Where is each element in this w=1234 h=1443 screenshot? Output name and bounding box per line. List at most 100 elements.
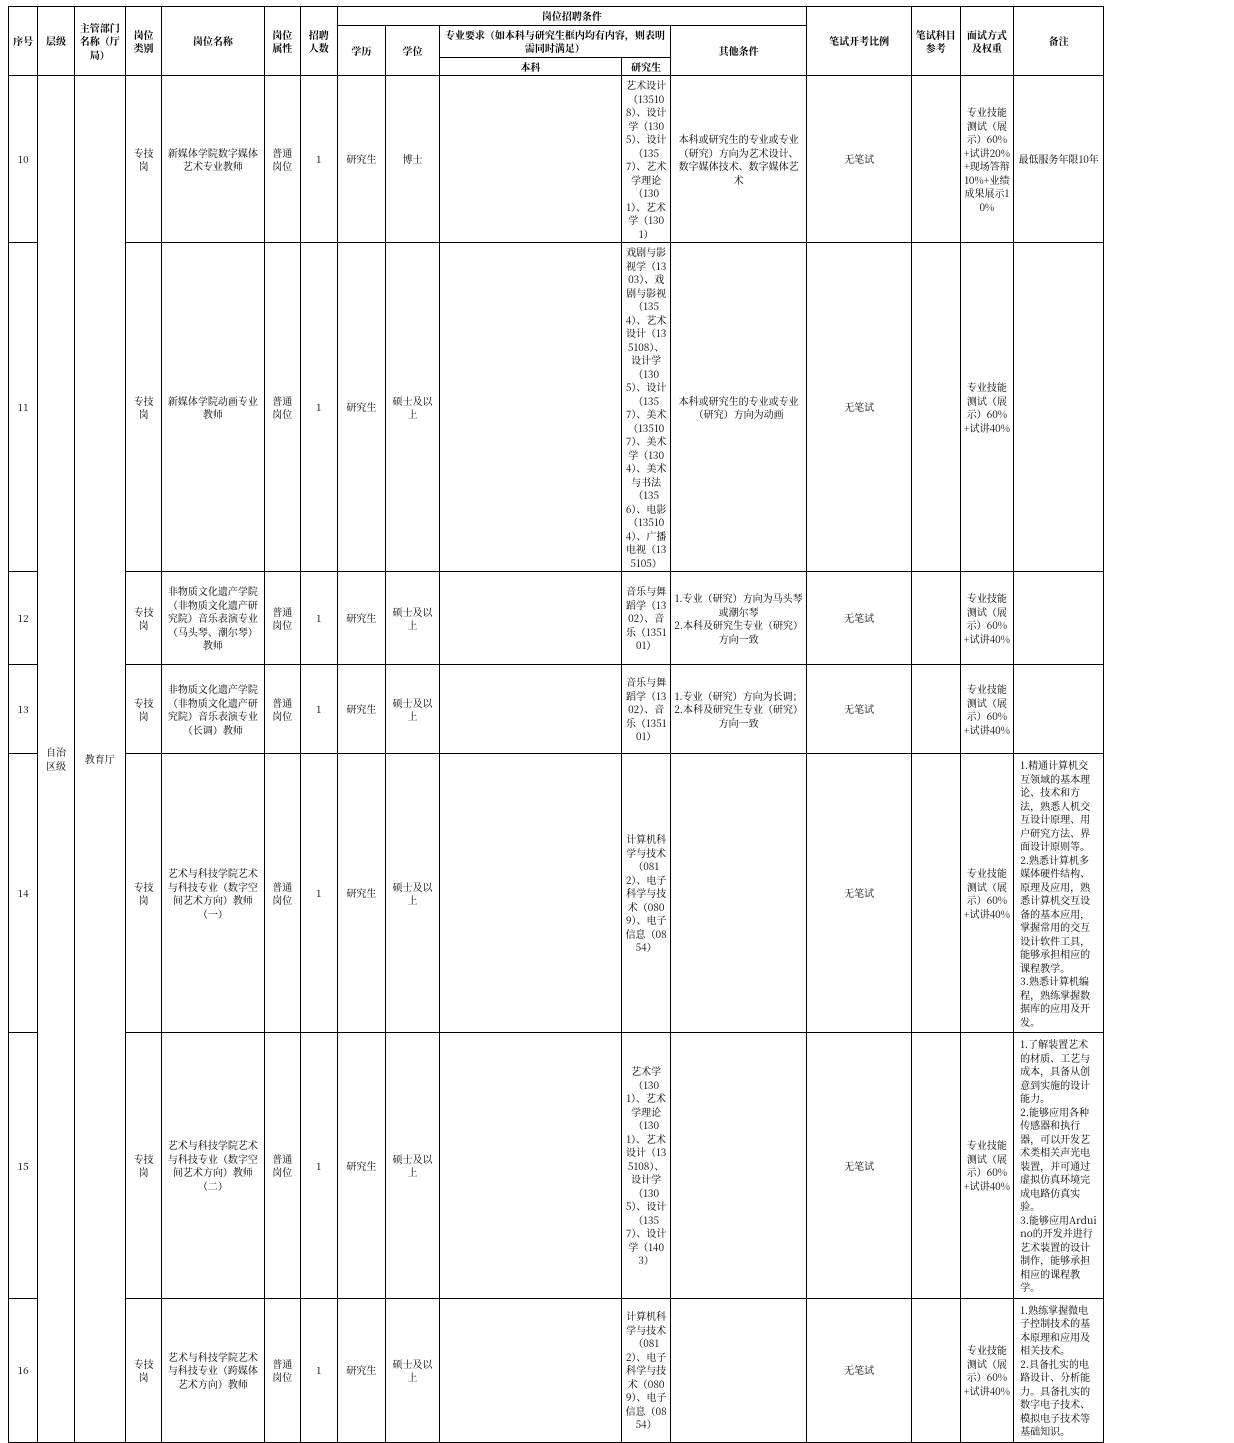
cell-postattr: 普通岗位 (264, 243, 301, 572)
cell-examratio: 无笔试 (807, 754, 912, 1033)
cell-postcat: 专技岗 (125, 572, 162, 665)
cell-other (670, 1298, 806, 1442)
cell-undergrad (439, 754, 622, 1033)
cell-postcat: 专技岗 (125, 1033, 162, 1299)
table-body: 10自治区级教育厅专技岗新媒体学院数字媒体艺术专业教师普通岗位1研究生博士艺术设… (9, 76, 1226, 1443)
cell-postattr: 普通岗位 (264, 1033, 301, 1299)
hdr-grad: 研究生 (622, 57, 671, 76)
hdr-degree: 学位 (386, 25, 440, 76)
cell-num: 1 (301, 1298, 338, 1442)
cell-other: 1.专业（研究）方向为马头琴或潮尔琴2.本科及研究生专业（研究）方向一致 (670, 572, 806, 665)
cell-no: 13 (9, 665, 38, 754)
cell-interview: 专业技能测试（展示）60%+试讲40% (960, 665, 1014, 754)
cell-num: 1 (301, 76, 338, 243)
cell-undergrad (439, 572, 622, 665)
hdr-conditions: 岗位招聘条件 (337, 7, 807, 26)
cell-interview: 专业技能测试（展示）60%+试讲40% (960, 754, 1014, 1033)
hdr-num: 招聘人数 (301, 7, 338, 76)
cell-undergrad (439, 76, 622, 243)
hdr-postname: 岗位名称 (162, 7, 264, 76)
cell-remark (1014, 243, 1104, 572)
cell-postcat: 专技岗 (125, 1298, 162, 1442)
cell-edu: 研究生 (337, 754, 386, 1033)
cell-edu: 研究生 (337, 1298, 386, 1442)
cell-postname: 艺术与科技学院艺术与科技专业（数字空间艺术方向）教师（二） (162, 1033, 264, 1299)
table-header: 序号 层级 主管部门名称（厅局） 岗位类别 岗位名称 岗位属性 招聘人数 岗位招… (9, 7, 1226, 76)
cell-edu: 研究生 (337, 243, 386, 572)
hdr-remark: 备注 (1014, 7, 1104, 76)
hdr-other: 其他条件 (670, 25, 806, 76)
cell-interview: 专业技能测试（展示）60%+试讲40% (960, 1298, 1014, 1442)
cell-postname: 非物质文化遗产学院（非物质文化遗产研究院）音乐表演专业（长调）教师 (162, 665, 264, 754)
cell-num: 1 (301, 572, 338, 665)
cell-interview: 专业技能测试（展示）60%+试讲40% (960, 243, 1014, 572)
cell-subject (911, 1033, 960, 1299)
cell-level: 自治区级 (38, 76, 75, 1443)
cell-num: 1 (301, 665, 338, 754)
cell-examratio: 无笔试 (807, 665, 912, 754)
cell-remark: 1.了解装置艺术的材质、工艺与成本，具备从创意到实施的设计能力。2.能够应用各种… (1014, 1033, 1104, 1299)
cell-no: 16 (9, 1298, 38, 1442)
cell-undergrad (439, 243, 622, 572)
table-row: 11专技岗新媒体学院动画专业教师普通岗位1研究生硕士及以上戏剧与影视学（1303… (9, 243, 1226, 572)
cell-grad: 计算机科学与技术（0812）、电子科学与技术（0809）、电子信息（0854） (622, 1298, 671, 1442)
cell-degree: 硕士及以上 (386, 572, 440, 665)
cell-edu: 研究生 (337, 665, 386, 754)
cell-other (670, 1033, 806, 1299)
cell-other (670, 754, 806, 1033)
cell-degree: 博士 (386, 76, 440, 243)
cell-num: 1 (301, 754, 338, 1033)
cell-postname: 新媒体学院数字媒体艺术专业教师 (162, 76, 264, 243)
cell-no: 15 (9, 1033, 38, 1299)
hdr-examratio: 笔试开考比例 (807, 7, 912, 76)
cell-postattr: 普通岗位 (264, 665, 301, 754)
cell-remark: 最低服务年限10年 (1014, 76, 1104, 243)
cell-degree: 硕士及以上 (386, 243, 440, 572)
hdr-subject: 笔试科目参考 (911, 7, 960, 76)
cell-undergrad (439, 665, 622, 754)
cell-postattr: 普通岗位 (264, 1298, 301, 1442)
cell-dept: 教育厅 (74, 76, 125, 1443)
table-row: 15专技岗艺术与科技学院艺术与科技专业（数字空间艺术方向）教师（二）普通岗位1研… (9, 1033, 1226, 1299)
cell-postcat: 专技岗 (125, 665, 162, 754)
cell-postcat: 专技岗 (125, 76, 162, 243)
cell-edu: 研究生 (337, 1033, 386, 1299)
cell-subject (911, 572, 960, 665)
cell-remark (1014, 572, 1104, 665)
cell-other: 1.专业（研究）方向为长调；2.本科及研究生专业（研究）方向一致 (670, 665, 806, 754)
cell-undergrad (439, 1298, 622, 1442)
cell-edu: 研究生 (337, 572, 386, 665)
table-row: 16专技岗艺术与科技学院艺术与科技专业（跨媒体艺术方向）教师普通岗位1研究生硕士… (9, 1298, 1226, 1442)
cell-subject (911, 1298, 960, 1442)
cell-no: 11 (9, 243, 38, 572)
recruitment-table: 序号 层级 主管部门名称（厅局） 岗位类别 岗位名称 岗位属性 招聘人数 岗位招… (8, 6, 1226, 1443)
cell-examratio: 无笔试 (807, 1033, 912, 1299)
hdr-interview: 面试方式及权重 (960, 7, 1014, 76)
cell-num: 1 (301, 243, 338, 572)
cell-postattr: 普通岗位 (264, 76, 301, 243)
cell-degree: 硕士及以上 (386, 1298, 440, 1442)
table-row: 10自治区级教育厅专技岗新媒体学院数字媒体艺术专业教师普通岗位1研究生博士艺术设… (9, 76, 1226, 243)
cell-postattr: 普通岗位 (264, 754, 301, 1033)
cell-interview: 专业技能测试（展示）60%+试讲20%+现场答辩10%+业绩成果展示10% (960, 76, 1014, 243)
cell-postattr: 普通岗位 (264, 572, 301, 665)
cell-postname: 新媒体学院动画专业教师 (162, 243, 264, 572)
cell-subject (911, 665, 960, 754)
cell-no: 10 (9, 76, 38, 243)
cell-undergrad (439, 1033, 622, 1299)
cell-subject (911, 243, 960, 572)
cell-examratio: 无笔试 (807, 76, 912, 243)
cell-grad: 计算机科学与技术（0812）、电子科学与技术（0809）、电子信息（0854） (622, 754, 671, 1033)
hdr-postcat: 岗位类别 (125, 7, 162, 76)
table-row: 12专技岗非物质文化遗产学院（非物质文化遗产研究院）音乐表演专业（马头琴、潮尔琴… (9, 572, 1226, 665)
cell-remark: 1.精通计算机交互领域的基本理论、技术和方法，熟悉人机交互设计原理、用户研究方法… (1014, 754, 1104, 1033)
table-row: 13 专技岗非物质文化遗产学院（非物质文化遗产研究院）音乐表演专业（长调）教师普通… (9, 665, 1226, 754)
cell-interview: 专业技能测试（展示）60%+试讲40% (960, 1033, 1014, 1299)
cell-grad: 音乐与舞蹈学（1302）、音乐（135101） (622, 572, 671, 665)
cell-other: 本科或研究生的专业或专业（研究）方向为动画 (670, 243, 806, 572)
cell-postcat: 专技岗 (125, 243, 162, 572)
cell-remark: 1.熟练掌握微电子控制技术的基本原理和应用及相关技术。2.具备扎实的电路设计、分… (1014, 1298, 1104, 1442)
cell-postcat: 专技岗 (125, 754, 162, 1033)
cell-examratio: 无笔试 (807, 1298, 912, 1442)
cell-grad: 艺术设计（135108）、设计学（1305）、设计（1357）、艺术学理论（13… (622, 76, 671, 243)
